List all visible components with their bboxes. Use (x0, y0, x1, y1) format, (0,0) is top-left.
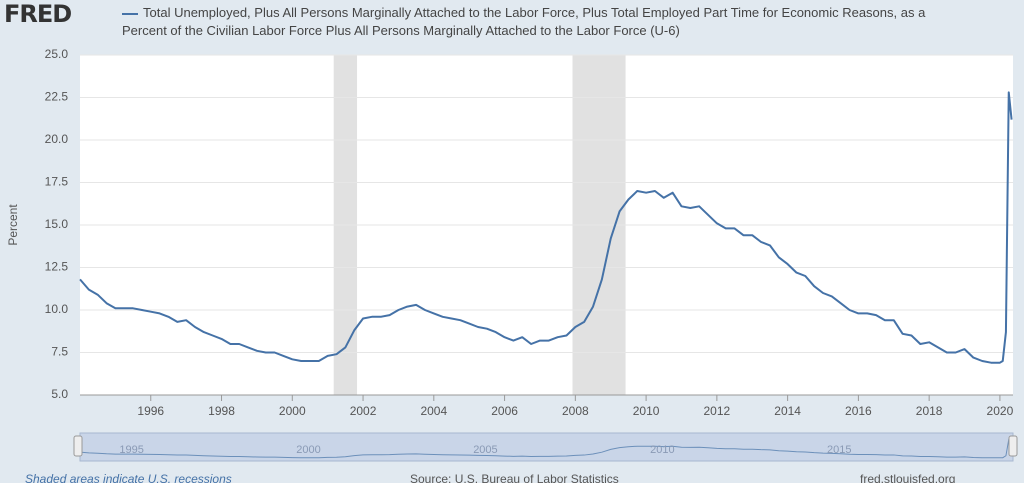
x-tick-label: 2000 (279, 404, 306, 418)
logo: FRED (4, 0, 72, 28)
y-tick-label: 22.5 (45, 90, 69, 104)
x-tick-label: 1998 (208, 404, 235, 418)
legend-label: Total Unemployed, Plus All Persons Margi… (122, 5, 926, 38)
y-tick-label: 12.5 (45, 260, 69, 274)
x-tick-label: 2010 (633, 404, 660, 418)
x-tick-label: 2014 (774, 404, 801, 418)
y-tick-label: 5.0 (51, 387, 68, 401)
y-tick-label: 7.5 (51, 345, 68, 359)
x-tick-label: 2004 (420, 404, 447, 418)
x-tick-label: 1996 (137, 404, 164, 418)
x-tick-label: 2012 (704, 404, 731, 418)
navigator-handle[interactable] (73, 435, 83, 457)
x-tick-label: 2018 (916, 404, 943, 418)
x-tick-label: 2006 (491, 404, 518, 418)
footer-left: Shaded areas indicate U.S. recessions (25, 472, 232, 483)
navigator-handle[interactable] (1008, 435, 1018, 457)
series-line (79, 91, 1013, 364)
legend-swatch (122, 12, 138, 15)
y-tick-label: 25.0 (45, 47, 69, 61)
navigator-line (79, 438, 1012, 459)
navigator-tick-label: 2015 (827, 444, 851, 456)
x-tick-label: 2008 (562, 404, 589, 418)
navigator-tick-label: 2005 (473, 444, 497, 456)
x-tick-label: 2002 (350, 404, 377, 418)
x-tick-label: 2016 (845, 404, 872, 418)
navigator-tick-label: 1995 (119, 444, 143, 456)
y-tick-label: 17.5 (45, 175, 69, 189)
footer-right: fred.stlouisfed.org (860, 472, 955, 483)
y-tick-label: 20.0 (45, 132, 69, 146)
y-tick-label: 15.0 (45, 217, 69, 231)
legend: Total Unemployed, Plus All Persons Margi… (122, 4, 962, 40)
x-tick-label: 2020 (987, 404, 1014, 418)
navigator-tick-label: 2000 (296, 444, 320, 456)
navigator-tick-label: 2010 (650, 444, 674, 456)
y-axis-label: Percent (6, 204, 20, 246)
y-tick-label: 10.0 (45, 302, 69, 316)
footer-center: Source: U.S. Bureau of Labor Statistics (410, 472, 619, 483)
